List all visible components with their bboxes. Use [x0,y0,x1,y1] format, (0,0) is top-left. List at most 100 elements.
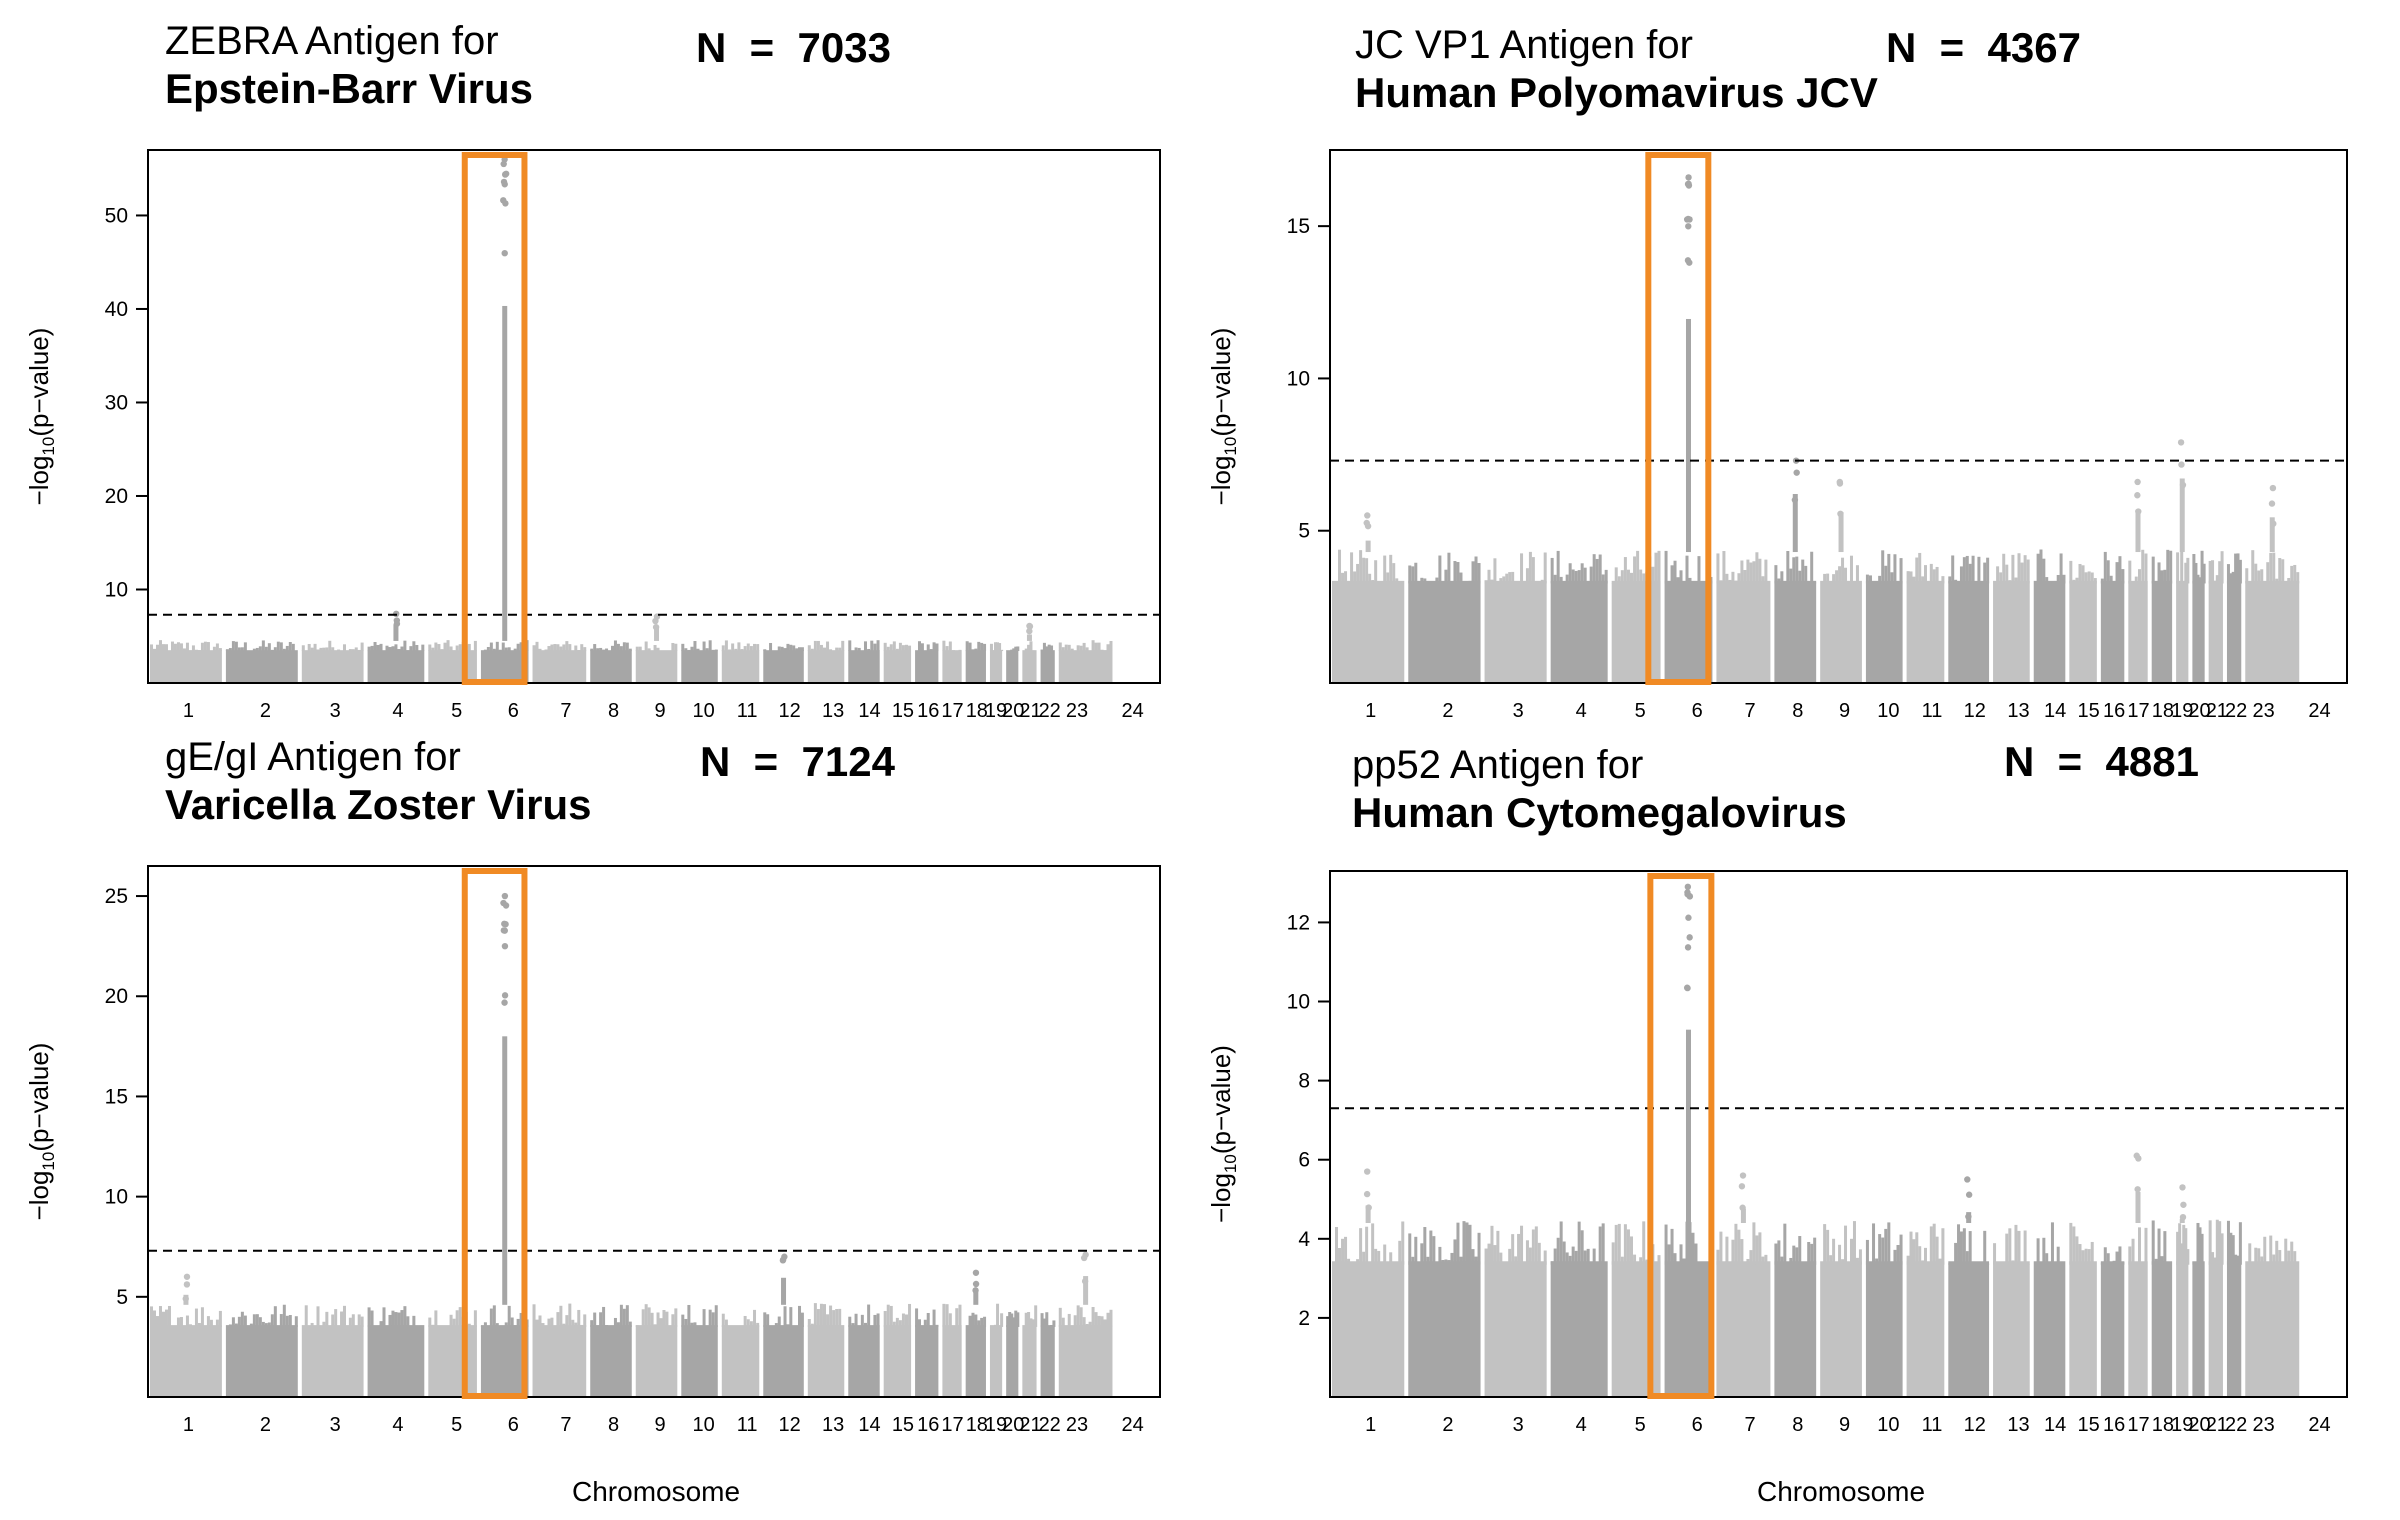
snp-column [282,1304,286,1327]
snp-column [998,1325,1002,1327]
snp-column [1884,565,1888,584]
peak-point [1684,257,1692,264]
chromosome-points-18 [965,650,986,683]
snp-column [1881,1237,1885,1265]
snp-column [1058,642,1062,652]
panel-title-line2: Varicella Zoster Virus [165,781,592,828]
snp-column [1948,1263,1952,1265]
snp-column [304,1305,308,1327]
snp-column [1792,557,1796,584]
snp-column [2131,1238,2135,1265]
snp-column [2008,580,2012,584]
snp-column [1912,1239,1916,1265]
snp-column [1810,551,1814,584]
chromosome-points-22 [1040,1325,1055,1397]
snp-column [150,1306,153,1327]
snp-column [2257,1248,2261,1265]
x-tick-label: 14 [858,1414,880,1436]
snp-column [2144,553,2148,584]
chromosome-points-8 [1774,1261,1817,1397]
snp-column [1780,571,1784,584]
snp-column [2194,1263,2198,1265]
snp-column [1929,1226,1933,1265]
snp-column [2072,1226,2076,1265]
snp-column [310,1322,314,1327]
snp-column [2278,1250,2282,1265]
snp-column [1965,555,1969,584]
peak-point [1738,1183,1746,1190]
snp-column [635,1325,639,1327]
y-tick-label: 5 [116,1286,128,1309]
x-tick-label: 9 [655,700,666,722]
snp-column [240,1311,244,1327]
snp-column [507,647,511,652]
snp-column [2220,551,2224,584]
peak-stack [2135,512,2141,553]
chromosome-points-6 [480,650,529,683]
peak-point [501,892,509,900]
snp-column [559,646,563,652]
x-tick-label: 3 [330,1414,341,1436]
peak-stack [2135,1191,2141,1223]
snp-column [1359,1228,1363,1265]
snp-column [385,1325,389,1327]
snp-column [807,1319,811,1327]
snp-column [1932,569,1936,584]
snp-column [1389,554,1393,584]
snp-column [2238,559,2242,584]
snp-column [1810,1243,1814,1265]
snp-column [1996,566,2000,584]
snp-column [1758,1232,1762,1265]
snp-column [1786,551,1790,584]
snp-column [835,647,839,652]
snp-column [310,647,314,652]
snp-column [455,645,459,652]
snp-column [1639,1257,1643,1265]
snp-column [2251,550,2255,584]
snp-column [340,1311,344,1327]
snp-column [2229,573,2233,584]
snp-column [1477,1232,1481,1265]
x-tick-label: 1 [183,1414,194,1436]
y-tick-label: 5 [1298,520,1310,543]
snp-column [965,641,969,652]
snp-column [1962,557,1966,584]
snp-column [1341,1238,1345,1265]
snp-column [1832,574,1836,584]
snp-column [2220,1233,2224,1265]
peak-point [1739,1172,1747,1179]
snp-column [288,642,292,652]
snp-column [1109,1309,1113,1327]
snp-column [1657,1255,1661,1265]
snp-column [1453,1239,1457,1265]
sample-size-label: N = 4367 [1886,24,2081,71]
x-tick-label: 2 [260,700,271,722]
snp-column [2287,577,2291,584]
x-tick-label: 12 [778,1414,800,1436]
snp-column [1682,1258,1686,1265]
snp-column [480,1325,484,1327]
snp-column [898,642,902,652]
snp-column [2115,562,2119,584]
snp-column [261,640,265,652]
chromosome-points-11 [721,1325,760,1397]
x-tick-label: 24 [1122,1414,1144,1436]
snp-column [164,1309,168,1327]
snp-column [800,1312,804,1327]
plot-frame [1329,870,2348,1398]
peak-stack [2269,517,2275,553]
snp-column [2180,1243,2184,1265]
snp-column [282,648,286,652]
snp-column [596,1325,600,1327]
snp-column [379,1321,383,1327]
snp-column [1029,641,1033,652]
snp-column [977,1320,981,1327]
peak-point [501,927,508,934]
chromosome-points-8 [1774,580,1817,683]
snp-column [319,647,323,652]
snp-column [483,649,487,652]
snp-column [2084,1248,2088,1265]
snp-column [473,640,477,652]
snp-column [252,648,256,652]
